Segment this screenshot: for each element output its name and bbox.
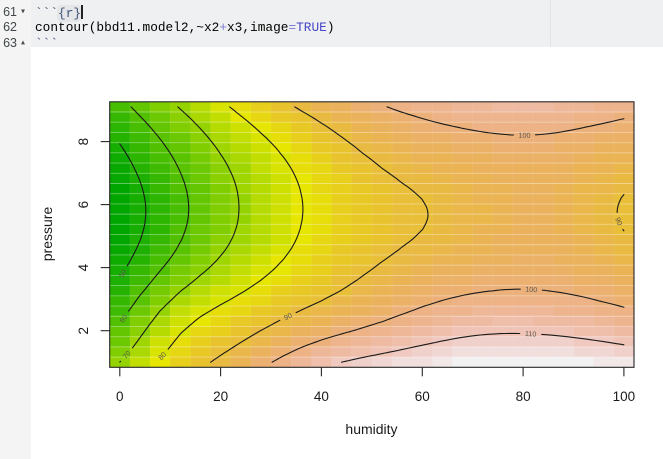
svg-text:4: 4 <box>76 263 91 271</box>
svg-text:50: 50 <box>117 268 129 280</box>
svg-text:humidity: humidity <box>345 421 397 437</box>
svg-text:80: 80 <box>516 389 531 404</box>
svg-text:6: 6 <box>76 201 91 209</box>
svg-text:60: 60 <box>117 313 129 325</box>
svg-text:100: 100 <box>525 285 537 295</box>
svg-text:110: 110 <box>525 329 537 339</box>
svg-text:8: 8 <box>76 138 91 146</box>
svg-text:100: 100 <box>613 389 636 404</box>
svg-text:2: 2 <box>76 327 91 335</box>
svg-text:40: 40 <box>314 389 329 404</box>
svg-text:100: 100 <box>518 131 530 140</box>
svg-text:80: 80 <box>156 350 168 362</box>
svg-text:60: 60 <box>415 389 430 404</box>
svg-text:0: 0 <box>116 389 124 404</box>
svg-text:70: 70 <box>121 349 133 361</box>
svg-text:pressure: pressure <box>39 207 55 262</box>
svg-text:90: 90 <box>282 311 293 323</box>
svg-text:90: 90 <box>613 216 624 227</box>
svg-text:20: 20 <box>213 389 228 404</box>
